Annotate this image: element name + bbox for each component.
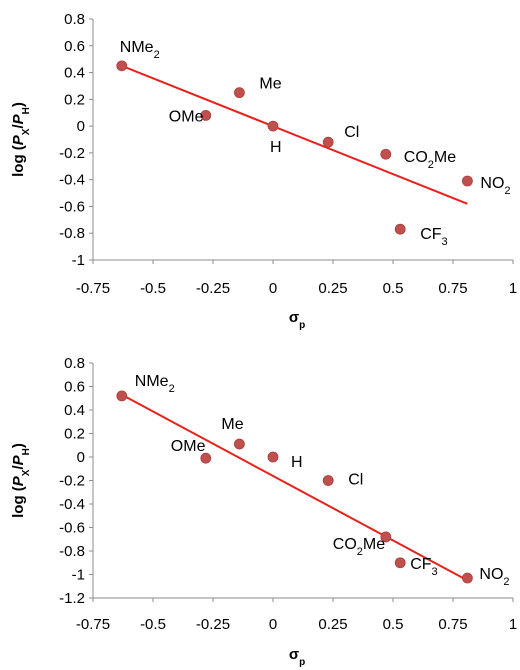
x-axis-title: σp [289, 309, 305, 331]
y-tick-label: -0.6 [59, 198, 85, 215]
data-point-no2[interactable] [461, 175, 473, 187]
x-axis-title: σp [289, 646, 305, 668]
y-tick-label: 0.6 [64, 379, 85, 396]
point-label-nme2: NMe2 [135, 373, 175, 395]
y-tick-label: 0.2 [64, 91, 85, 108]
y-tick-label: 0.8 [64, 355, 85, 372]
y-axis-title: log (PX/PH) [10, 102, 32, 177]
point-label-cl: Cl [344, 124, 359, 141]
x-tick-label: 0.25 [318, 616, 347, 633]
point-label-h: H [291, 454, 303, 471]
data-point-ome[interactable] [200, 110, 212, 121]
y-tick-label: 0.4 [64, 402, 85, 419]
data-point-h[interactable] [267, 451, 279, 463]
x-tick-label: -0.5 [140, 280, 166, 297]
data-point-cf3[interactable] [394, 557, 406, 569]
x-tick-label: -0.5 [140, 616, 166, 633]
x-tick-label: 1 [509, 616, 517, 633]
y-tick-label: 0.2 [64, 426, 85, 443]
trend-line [121, 393, 468, 582]
point-label-ome: OMe [169, 108, 204, 125]
x-tick-label: -0.25 [196, 280, 230, 297]
chart-2: 0.8 0.6 0.4 0.2 0 -0.2 -0.4 -0.6 -0.8 -1 -1.2 -0.75… [10, 355, 517, 668]
x-tick-label: 0 [269, 616, 277, 633]
data-point-cf3[interactable] [394, 223, 406, 235]
x-tick-label: 0.25 [318, 280, 347, 297]
x-tick-label: 0.75 [438, 280, 467, 297]
data-point-cl[interactable] [322, 475, 334, 486]
x-tick-label: 0.5 [383, 616, 404, 633]
data-point-no2[interactable] [461, 572, 473, 584]
point-label-h: H [270, 139, 282, 156]
y-tick-label: -0.2 [59, 473, 85, 490]
data-point-ome[interactable] [200, 452, 212, 464]
x-tick-label: 0.75 [438, 616, 467, 633]
y-tick-label: -0.4 [59, 496, 85, 513]
y-tick-label: -0.8 [59, 225, 85, 242]
x-tick-label: -0.75 [76, 280, 110, 297]
point-label-cf3: CF3 [420, 226, 447, 248]
y-tick-label: -1 [72, 567, 85, 584]
data-point-me[interactable] [233, 87, 245, 99]
y-tick-label: 0.6 [64, 38, 85, 55]
data-point-me[interactable] [233, 438, 245, 450]
point-label-nme2: NMe2 [120, 39, 160, 61]
y-tick-label: -0.6 [59, 520, 85, 537]
point-label-me: Me [259, 76, 281, 93]
y-tick-label: -0.4 [59, 172, 85, 189]
point-label-ome: OMe [171, 438, 206, 455]
point-label-no2: NO2 [480, 175, 510, 197]
y-axis-title: log (PX/PH) [10, 443, 32, 518]
point-label-co2me: CO2Me [333, 536, 385, 558]
y-tick-label: -0.8 [59, 543, 85, 560]
data-point-nme2[interactable] [116, 390, 128, 402]
y-tick-label: -1 [72, 252, 85, 269]
x-tick-label: -0.25 [196, 616, 230, 633]
data-point-cl[interactable] [322, 136, 334, 148]
data-point-h[interactable] [267, 120, 279, 132]
y-tick-label: 0 [77, 118, 85, 135]
point-label-co2me: CO2Me [404, 149, 456, 171]
y-tick-label: -0.2 [59, 145, 85, 162]
data-point-nme2[interactable] [116, 60, 128, 72]
y-tick-label: -1.2 [59, 590, 85, 607]
y-tick-label: 0.4 [64, 65, 85, 82]
x-tick-label: 1 [509, 280, 517, 297]
y-tick-label: 0 [77, 449, 85, 466]
y-tick-label: 0.8 [64, 11, 85, 28]
x-tick-label: -0.75 [76, 616, 110, 633]
trend-line [121, 64, 468, 205]
data-point-co2me[interactable] [380, 148, 392, 160]
point-label-no2: NO2 [479, 566, 509, 588]
point-label-cl: Cl [348, 472, 363, 489]
data-point-co2me[interactable] [380, 531, 392, 543]
point-label-me: Me [221, 416, 243, 433]
point-label-cf3: CF3 [410, 556, 437, 578]
x-tick-label: 0 [269, 280, 277, 297]
x-tick-label: 0.5 [383, 280, 404, 297]
chart-1: 0.8 0.6 0.4 0.2 0 -0.2 -0.4 -0.6 -0.8 -1 -0.75 -0.5… [10, 11, 517, 331]
